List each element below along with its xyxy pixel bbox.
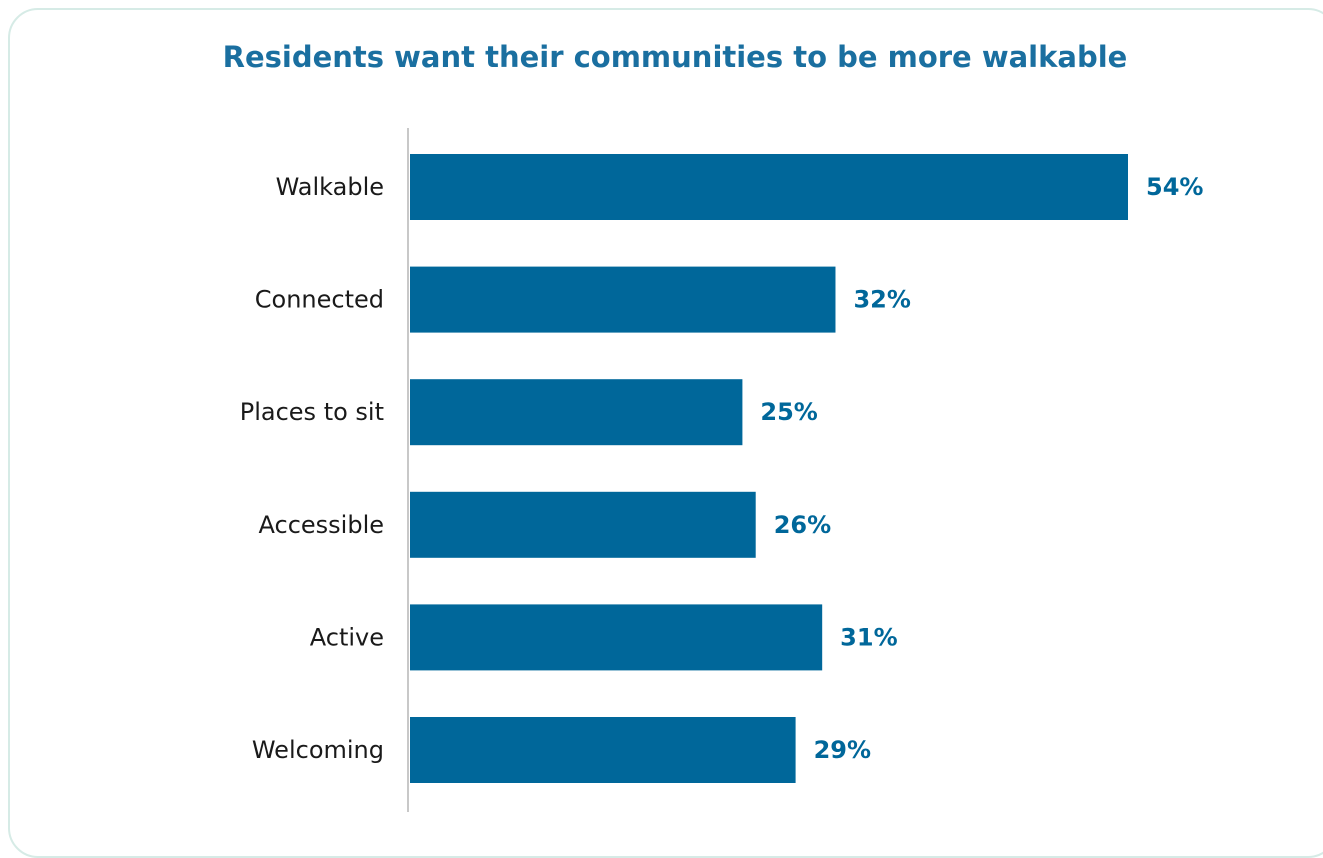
bar-connected	[410, 266, 836, 333]
bar-walkable	[410, 154, 1128, 220]
value-label-connected: 32%	[853, 286, 910, 314]
value-label-places-to-sit: 25%	[760, 398, 817, 426]
value-label-welcoming: 29%	[814, 736, 871, 764]
bar-welcoming	[410, 717, 796, 783]
bars-group	[410, 154, 1128, 783]
value-labels: 54% 32% 25% 26% 31% 29%	[760, 173, 1203, 764]
category-label-places-to-sit: Places to sit	[240, 398, 384, 426]
bar-active	[410, 604, 823, 671]
category-labels: Walkable Connected Places to sit Accessible…	[240, 173, 384, 764]
category-label-active: Active	[310, 623, 384, 651]
category-label-walkable: Walkable	[276, 173, 384, 201]
bar-accessible	[410, 491, 756, 558]
category-label-welcoming: Welcoming	[252, 736, 384, 764]
value-label-accessible: 26%	[774, 511, 831, 539]
bar-places-to-sit	[410, 379, 743, 446]
value-label-active: 31%	[840, 623, 897, 651]
value-label-walkable: 54%	[1146, 173, 1203, 201]
category-label-connected: Connected	[255, 286, 384, 314]
category-label-accessible: Accessible	[259, 511, 385, 539]
bar-chart: Walkable Connected Places to sit Accessible…	[240, 128, 1203, 812]
chart-title: Residents want their communities to be m…	[222, 40, 1128, 74]
